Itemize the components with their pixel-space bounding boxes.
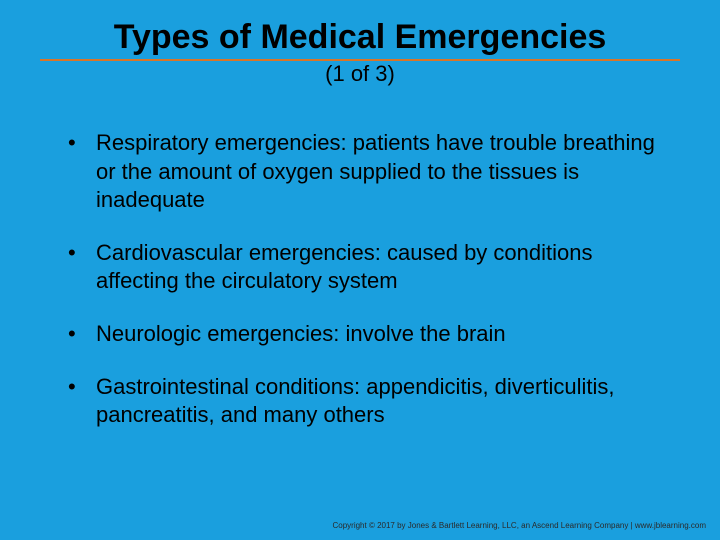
list-item: Neurologic emergencies: involve the brai… — [68, 320, 680, 349]
bullet-list: Respiratory emergencies: patients have t… — [40, 129, 680, 454]
slide-subtitle: (1 of 3) — [40, 61, 680, 87]
slide-container: Types of Medical Emergencies (1 of 3) Re… — [0, 0, 720, 540]
copyright-text: Copyright © 2017 by Jones & Bartlett Lea… — [332, 521, 706, 530]
slide-title: Types of Medical Emergencies — [40, 18, 680, 61]
list-item: Gastrointestinal conditions: appendiciti… — [68, 373, 680, 430]
list-item: Respiratory emergencies: patients have t… — [68, 129, 680, 215]
list-item: Cardiovascular emergencies: caused by co… — [68, 239, 680, 296]
